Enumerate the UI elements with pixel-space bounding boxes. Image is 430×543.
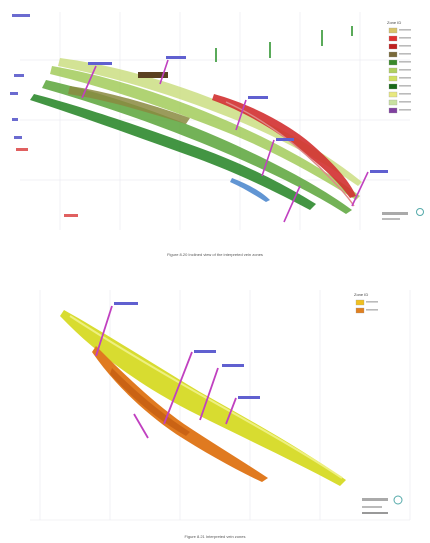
legend-swatch — [355, 299, 365, 306]
green-zones — [30, 58, 362, 214]
bottom-caption: Figure 8.21 Interpreted vein zones — [185, 534, 246, 539]
top-drillhole-labels — [88, 56, 388, 173]
top-scale-bar — [382, 208, 424, 220]
legend-entry-text — [399, 53, 411, 55]
legend-entry-text — [366, 309, 378, 311]
bottom-drillholes — [95, 305, 237, 439]
blue-zone — [230, 178, 270, 202]
legend-swatch — [388, 27, 398, 34]
orange-zone-dark — [110, 368, 190, 436]
legend-entry-text — [366, 301, 378, 303]
legend-swatch — [388, 43, 398, 50]
legend-swatch — [388, 83, 398, 90]
top-legend-title: Zone ID — [387, 20, 401, 25]
green-zone-lower — [30, 94, 316, 210]
north-arrow-icon — [416, 208, 424, 216]
red-zone — [212, 94, 356, 198]
legend-swatch — [388, 51, 398, 58]
legend-entry-text — [399, 37, 411, 39]
legend-swatch — [388, 107, 398, 114]
bottom-scale-bar — [362, 495, 403, 514]
top-legend: Zone ID — [387, 20, 411, 114]
top-figure: Zone ID Figure 8.20 Inclined view of the… — [10, 12, 424, 257]
bottom-legend: Zone ID — [354, 292, 378, 314]
bottom-figure: Zone ID Figure 8.21 Interpreted vein zon… — [30, 290, 411, 539]
north-arrow-icon — [393, 495, 403, 505]
bottom-drillhole-labels — [114, 302, 260, 399]
yellow-zone-highlight — [69, 315, 343, 479]
legend-entry-text — [399, 109, 411, 111]
legend-swatch — [388, 35, 398, 42]
olive-zone — [68, 86, 190, 124]
legend-swatch — [388, 75, 398, 82]
pink-zone-outline — [225, 101, 355, 207]
legend-entry-text — [399, 101, 411, 103]
legend-entry-text — [399, 61, 411, 63]
top-drillholes — [81, 59, 369, 223]
top-caption: Figure 8.20 Inclined view of the interpr… — [167, 252, 263, 257]
bottom-legend-title: Zone ID — [354, 292, 368, 297]
top-left-labels — [10, 14, 78, 217]
legend-entry-text — [399, 85, 411, 87]
brown-block — [138, 72, 168, 78]
top-collar-drillholes — [215, 26, 353, 62]
legend-swatch — [355, 307, 365, 314]
legend-entry-text — [399, 93, 411, 95]
legend-entry-text — [399, 77, 411, 79]
green-zone-upper — [50, 66, 360, 200]
legend-swatch — [388, 67, 398, 74]
green-zone-top — [58, 58, 362, 186]
legend-entry-text — [399, 69, 411, 71]
legend-entry-text — [399, 29, 411, 31]
legend-swatch — [388, 59, 398, 66]
legend-swatch — [388, 99, 398, 106]
bottom-grid — [30, 290, 411, 521]
legend-swatch — [388, 91, 398, 98]
orange-zone — [92, 346, 268, 482]
legend-entry-text — [399, 45, 411, 47]
